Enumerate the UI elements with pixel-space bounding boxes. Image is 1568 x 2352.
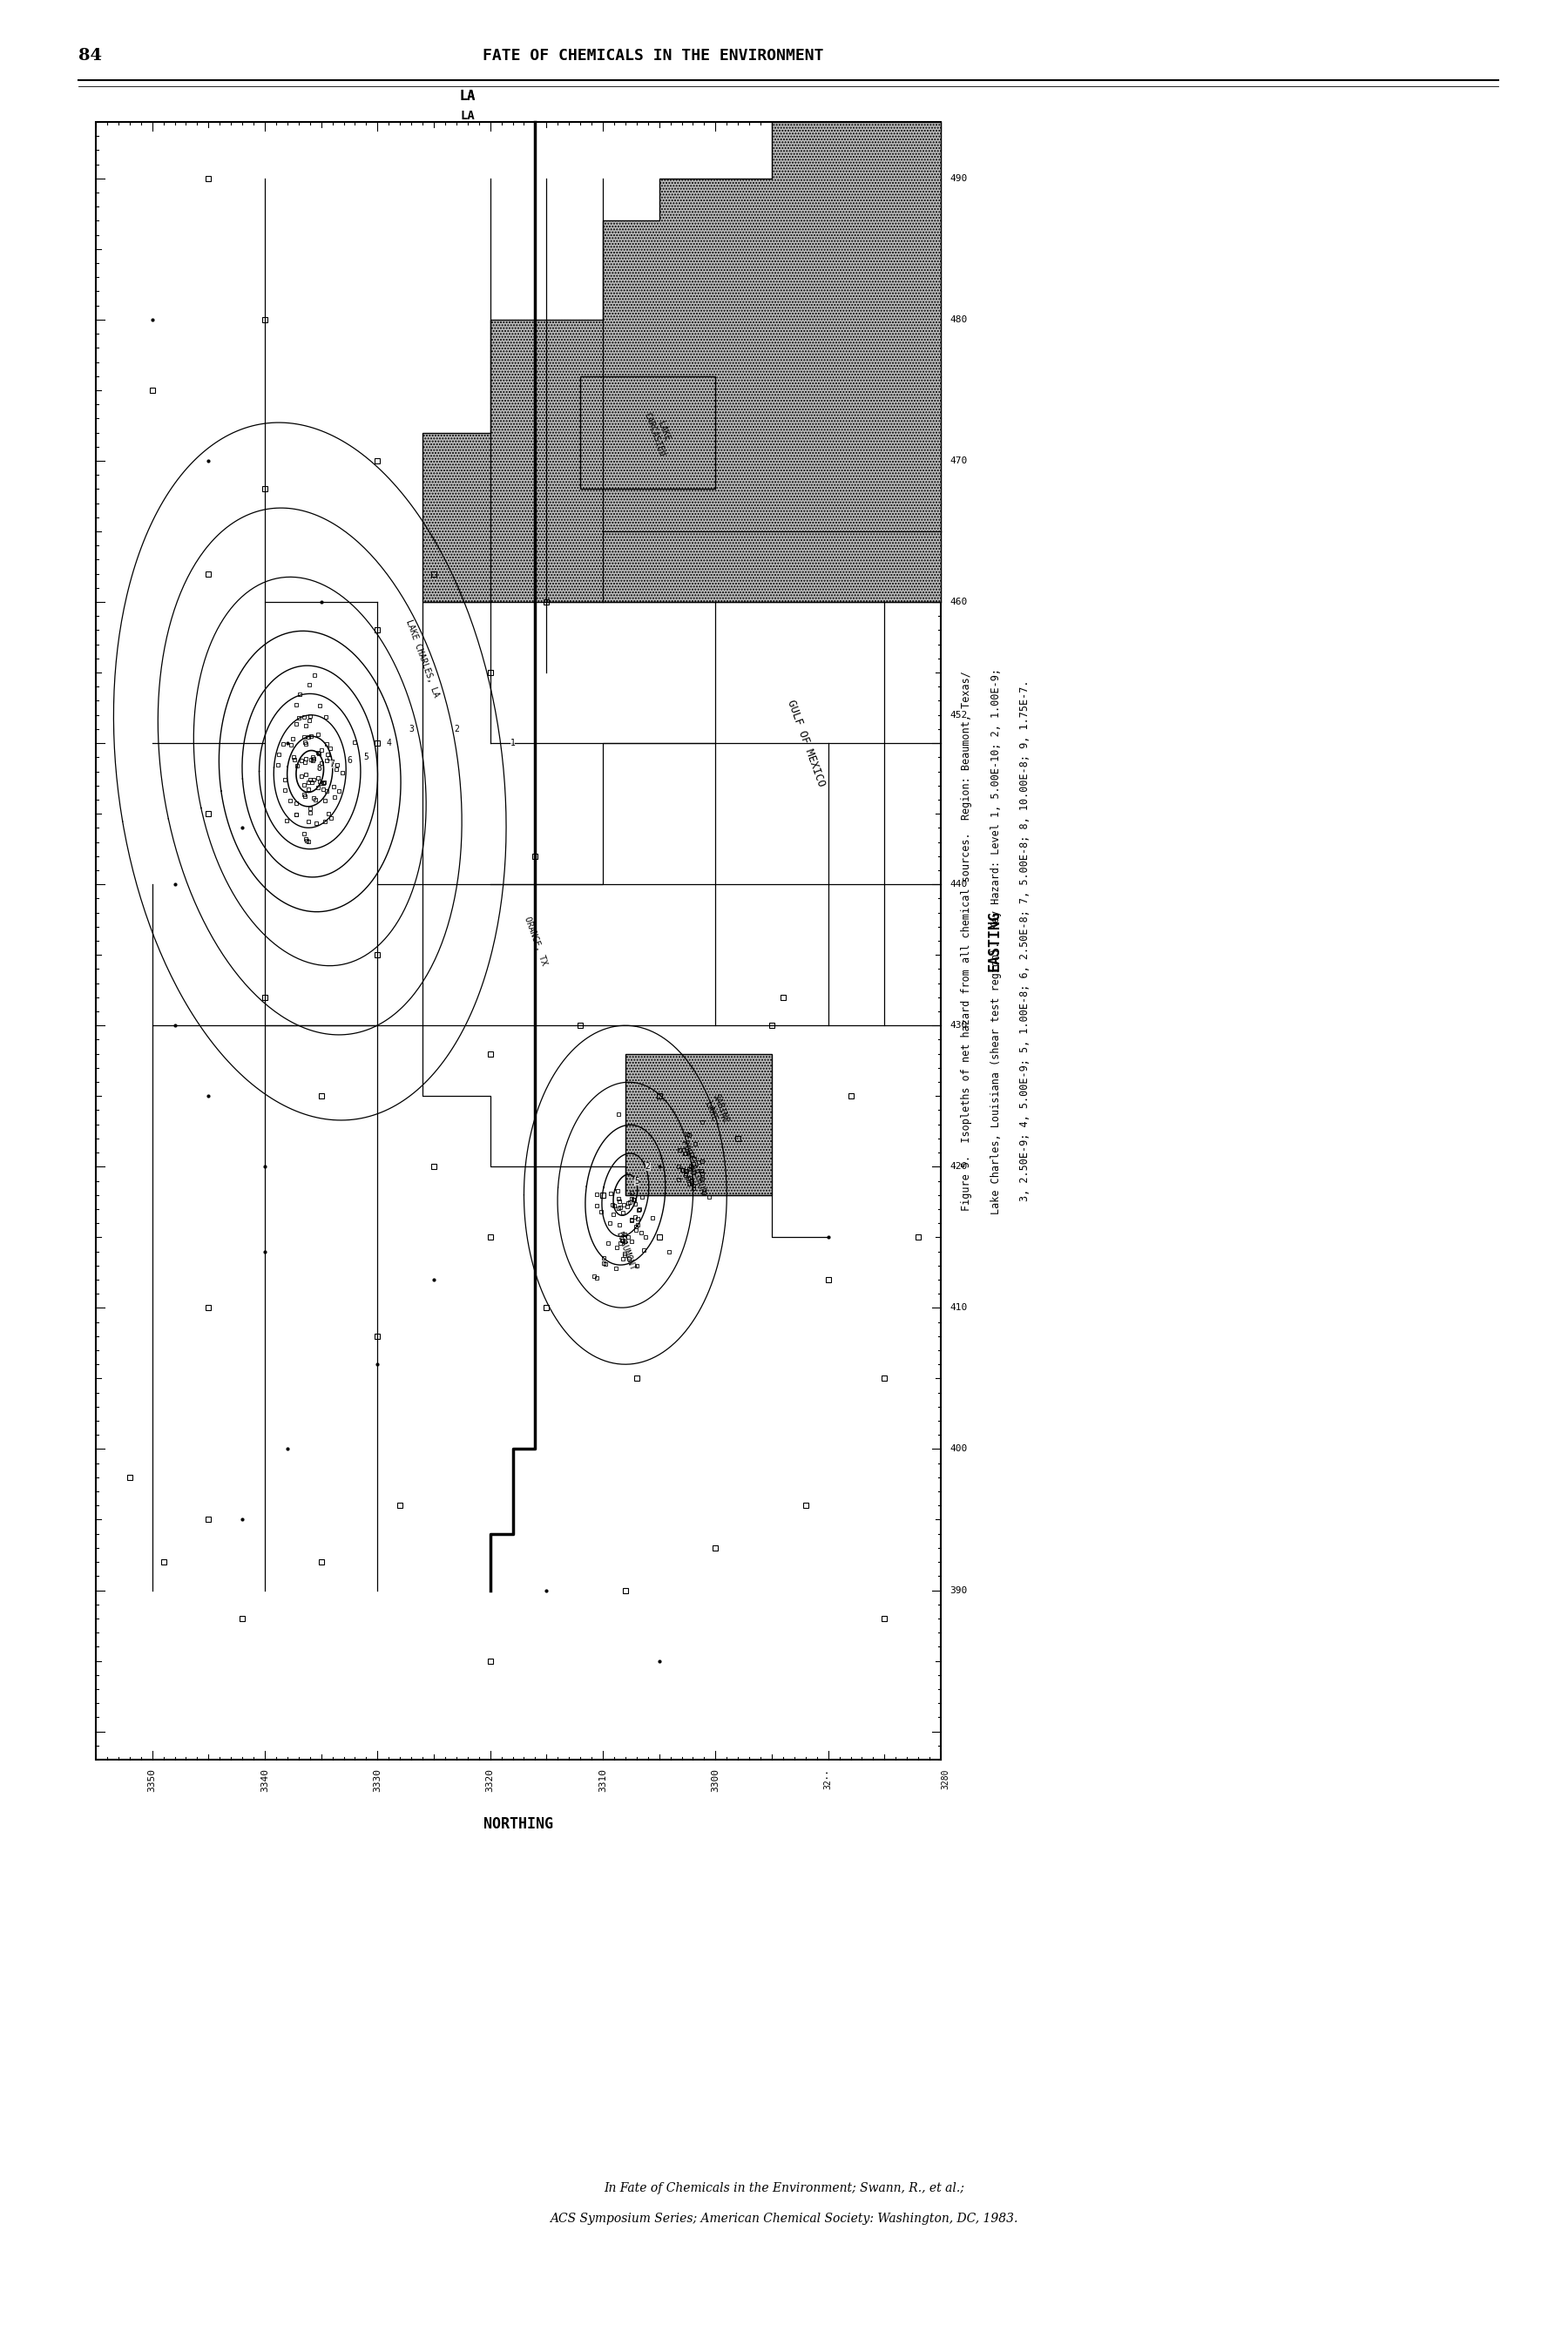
Text: 470: 470 bbox=[950, 456, 967, 466]
Polygon shape bbox=[580, 376, 715, 489]
Text: 2: 2 bbox=[646, 1162, 651, 1171]
Text: 1: 1 bbox=[510, 739, 516, 748]
Text: NORTHING: NORTHING bbox=[483, 1816, 554, 1832]
Polygon shape bbox=[626, 1054, 771, 1195]
Text: 420: 420 bbox=[950, 1162, 967, 1171]
Text: 4: 4 bbox=[386, 739, 392, 748]
Text: Figure 5.  Isopleths of net hazard from all chemical sources.  Region: Beaumont,: Figure 5. Isopleths of net hazard from a… bbox=[961, 670, 972, 1211]
Text: 7: 7 bbox=[329, 760, 336, 769]
Text: 3, 2.50E-9; 4, 5.00E-9; 5, 1.00E-8; 6, 2.50E-8; 7, 5.00E-8; 8, 10.00E-8; 9, 1.75: 3, 2.50E-9; 4, 5.00E-9; 5, 1.00E-8; 6, 2… bbox=[1019, 680, 1030, 1202]
Text: 6: 6 bbox=[347, 755, 351, 764]
Text: Lake Charles, Louisiana (shear test region).  Key Hazard: Level 1, 5.00E-10; 2, : Lake Charles, Louisiana (shear test regi… bbox=[989, 668, 1002, 1214]
Text: 400: 400 bbox=[950, 1444, 967, 1454]
Text: 3: 3 bbox=[409, 724, 414, 734]
Text: SABINE
LAKE: SABINE LAKE bbox=[701, 1094, 729, 1129]
Text: FATE OF CHEMICALS IN THE ENVIRONMENT: FATE OF CHEMICALS IN THE ENVIRONMENT bbox=[483, 47, 823, 64]
Text: 3330: 3330 bbox=[373, 1769, 383, 1792]
Text: 3310: 3310 bbox=[599, 1769, 607, 1792]
Text: ORANGE, TX: ORANGE, TX bbox=[522, 915, 549, 967]
Text: 460: 460 bbox=[950, 597, 967, 607]
Text: PORT ARTHUR: PORT ARTHUR bbox=[679, 1138, 707, 1195]
Text: 5: 5 bbox=[633, 1176, 640, 1185]
Text: 452: 452 bbox=[950, 710, 967, 720]
Text: 410: 410 bbox=[950, 1303, 967, 1312]
Text: 480: 480 bbox=[950, 315, 967, 325]
Text: BEAUMONT: BEAUMONT bbox=[615, 1230, 637, 1272]
Text: 440: 440 bbox=[950, 880, 967, 889]
Polygon shape bbox=[422, 122, 941, 602]
Text: 5: 5 bbox=[364, 753, 368, 762]
Text: 3320: 3320 bbox=[486, 1769, 494, 1792]
Text: 8: 8 bbox=[317, 764, 321, 774]
Text: ACS Symposium Series; American Chemical Society: Washington, DC, 1983.: ACS Symposium Series; American Chemical … bbox=[550, 2213, 1018, 2225]
Text: 3350: 3350 bbox=[147, 1769, 157, 1792]
Text: 430: 430 bbox=[950, 1021, 967, 1030]
Bar bbox=[96, 122, 941, 1759]
Text: GULF OF MEXICO: GULF OF MEXICO bbox=[784, 699, 826, 788]
Text: 3280: 3280 bbox=[941, 1769, 950, 1790]
Text: 84: 84 bbox=[78, 47, 102, 64]
Text: 3340: 3340 bbox=[260, 1769, 270, 1792]
Text: LAKE CHARLES, LA: LAKE CHARLES, LA bbox=[405, 619, 441, 699]
Text: LA: LA bbox=[461, 111, 475, 122]
Text: 2: 2 bbox=[453, 724, 459, 734]
Text: EASTING: EASTING bbox=[986, 910, 1002, 971]
Text: 490: 490 bbox=[950, 174, 967, 183]
Text: In Fate of Chemicals in the Environment; Swann, R., et al.;: In Fate of Chemicals in the Environment;… bbox=[604, 2183, 964, 2194]
Text: LA: LA bbox=[459, 89, 475, 103]
Text: LAKE
CARCASIEU: LAKE CARCASIEU bbox=[643, 407, 676, 456]
Text: 3300: 3300 bbox=[712, 1769, 720, 1792]
Text: LA: LA bbox=[459, 89, 475, 103]
Text: 390: 390 bbox=[950, 1585, 967, 1595]
Text: 32··: 32·· bbox=[823, 1769, 833, 1790]
